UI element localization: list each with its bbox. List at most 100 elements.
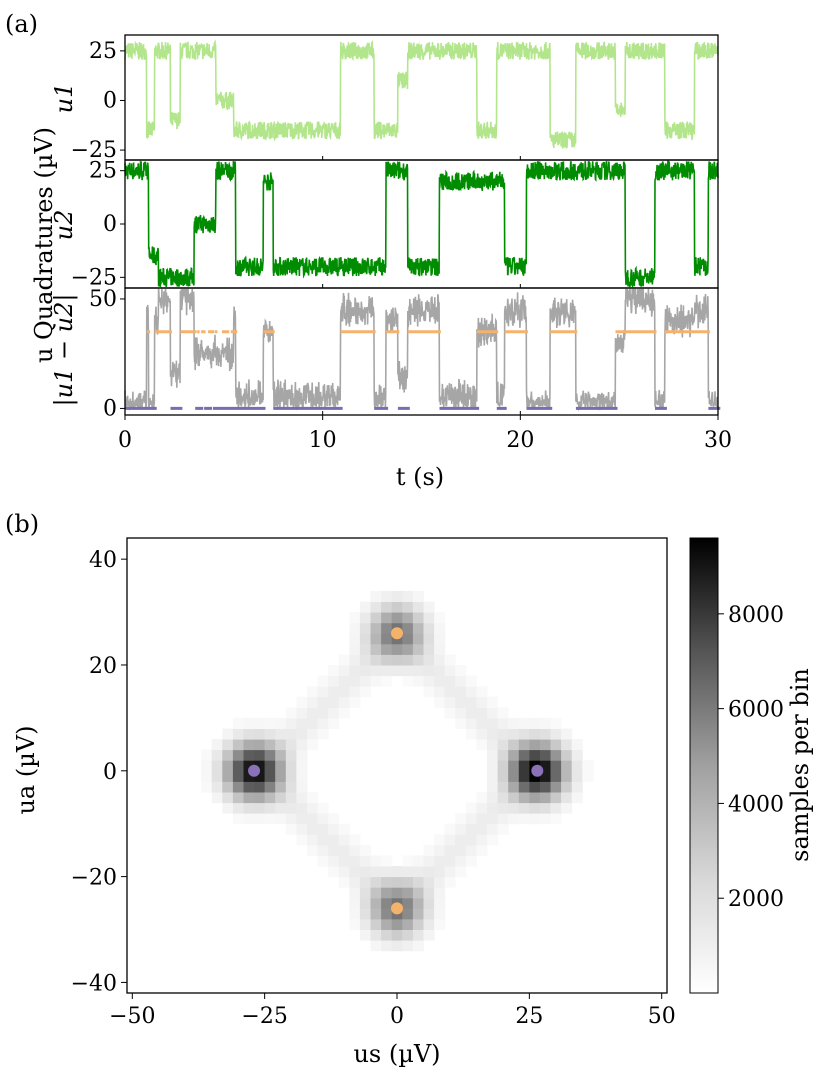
heat-cell [370,855,382,867]
heat-cell [381,929,393,941]
heat-cell [529,770,541,782]
heat-cell [561,739,573,751]
heat-cell [349,855,361,867]
panel-a-xtick-label: 0 [118,428,132,453]
heat-cell [402,897,414,909]
heat-cell [529,739,541,751]
heat-cell [508,781,520,793]
heat-cell [338,654,350,666]
heat-cell [444,665,456,677]
heat-cell [402,918,414,930]
heat-cell [423,918,435,930]
heat-cell [232,802,244,814]
heat-cell [296,770,308,782]
heat-cell [497,802,509,814]
heat-cell [539,717,551,729]
heat-cell [539,760,551,772]
heat-cell [243,760,255,772]
heat-cell [434,887,446,899]
heat-cell [465,675,477,687]
heat-cell [497,717,509,729]
heat-cell [444,696,456,708]
heat-cell [317,717,329,729]
heat-cell [476,696,488,708]
heat-cell [222,728,234,740]
heat-cell [391,866,403,878]
heat-cell [338,707,350,719]
heat-cell [465,855,477,867]
heat-cell [381,887,393,899]
heat-cell [370,876,382,888]
heat-cell [539,749,551,761]
heat-cell [423,866,435,878]
heat-cell [423,897,435,909]
heat-cell [476,802,488,814]
heat-cell [359,876,371,888]
heat-cell [465,813,477,825]
heat-cell [455,844,467,856]
heat-cell [338,665,350,677]
heat-cell [243,749,255,761]
heat-cell [508,760,520,772]
heat-cell [222,792,234,804]
heat-cell [508,802,520,814]
heat-cell [381,622,393,634]
heat-cell [582,760,594,772]
heat-cell [497,707,509,719]
heat-cell [296,813,308,825]
heat-cell [571,792,583,804]
heat-cell [391,929,403,941]
panel-b-ytick-label: −20 [71,866,117,891]
heat-cell [444,823,456,835]
heat-cell [381,654,393,666]
heat-cell [381,908,393,920]
heat-cell [232,739,244,751]
heat-cell [381,675,393,687]
heat-cell [444,866,456,878]
heat-cell [412,887,424,899]
panel-b-ytick-label: 40 [89,548,117,573]
heat-cell [338,844,350,856]
diff-ylabel: |u1 − u2| [50,294,79,407]
heat-cell [444,876,456,888]
heat-cell [518,739,530,751]
heat-cell [349,897,361,909]
heat-cell [412,643,424,655]
heat-cell [402,612,414,624]
heat-cell [243,781,255,793]
heat-cell [391,940,403,952]
heat-cell [412,918,424,930]
diff-ytick-label: 0 [103,396,117,421]
heat-cell [338,823,350,835]
panel-b-xtick-label: 0 [390,1004,404,1029]
heat-cell [370,643,382,655]
subplot-u2: 25 0 −25 [71,159,719,290]
heat-cell [222,749,234,761]
heat-cell [487,717,499,729]
heat-cell [359,855,371,867]
heat-cell [232,813,244,825]
heat-cell [370,590,382,602]
heat-cell [381,633,393,645]
panel-a-xaxis: 0 10 20 30 [118,428,732,453]
heat-cell [317,813,329,825]
heat-cell [434,643,446,655]
heat-cell [550,813,562,825]
panel-b-xtick-label: 50 [648,1004,676,1029]
panel-a-xtick-label: 10 [309,428,337,453]
heat-cell [211,760,223,772]
heat-cell [423,633,435,645]
heat-cell [391,612,403,624]
heat-cell [539,792,551,804]
heat-cell [201,760,213,772]
heat-cell [264,792,276,804]
heat-cell [444,654,456,666]
heat-cell [317,686,329,698]
heat-cell [201,749,213,761]
heat-cell [370,940,382,952]
heat-cell [307,717,319,729]
heat-cell [243,717,255,729]
heat-cell [423,654,435,666]
heat-cell [254,760,266,772]
panel-b-ytick-label: −40 [71,971,117,996]
